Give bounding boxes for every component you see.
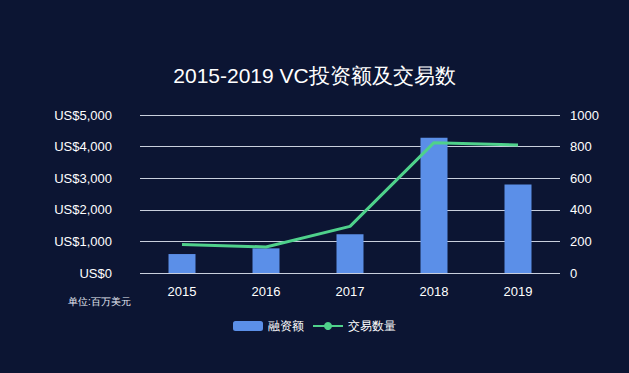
svg-text:单位:百万美元: 单位:百万美元 (68, 296, 131, 307)
svg-text:400: 400 (570, 202, 592, 217)
svg-text:US$4,000: US$4,000 (54, 139, 112, 154)
svg-text:US$2,000: US$2,000 (54, 202, 112, 217)
svg-text:200: 200 (570, 234, 592, 249)
svg-text:2015: 2015 (168, 284, 197, 299)
svg-text:2016: 2016 (252, 284, 281, 299)
svg-text:800: 800 (570, 139, 592, 154)
svg-text:2018: 2018 (420, 284, 449, 299)
svg-text:2017: 2017 (336, 284, 365, 299)
svg-text:2015-2019 VC投资额及交易数: 2015-2019 VC投资额及交易数 (173, 64, 455, 87)
svg-text:1000: 1000 (570, 108, 599, 123)
svg-text:US$1,000: US$1,000 (54, 234, 112, 249)
svg-text:US$5,000: US$5,000 (54, 108, 112, 123)
svg-text:交易数量: 交易数量 (348, 319, 396, 333)
svg-text:US$3,000: US$3,000 (54, 171, 112, 186)
svg-text:0: 0 (570, 266, 577, 281)
svg-text:2019: 2019 (504, 284, 533, 299)
svg-text:US$0: US$0 (79, 266, 112, 281)
svg-text:600: 600 (570, 171, 592, 186)
svg-text:融资额: 融资额 (268, 319, 304, 333)
